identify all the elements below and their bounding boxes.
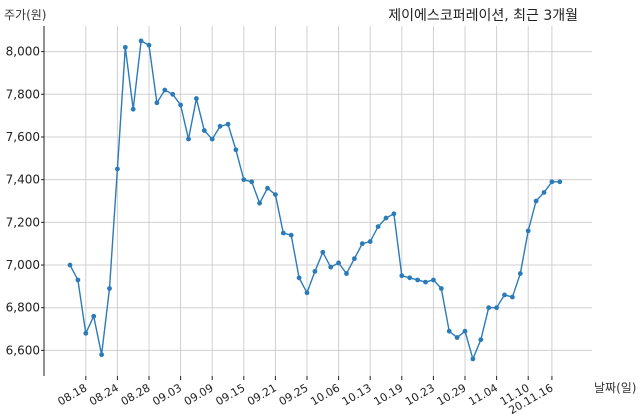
- data-point: [415, 277, 420, 283]
- data-point: [217, 123, 223, 129]
- y-tick-label: 8,000: [6, 45, 40, 59]
- data-point: [525, 228, 531, 234]
- data-point: [510, 294, 515, 300]
- data-point: [296, 275, 302, 281]
- data-point: [233, 147, 239, 153]
- x-tick-label: 09.21: [245, 381, 279, 408]
- data-point: [454, 335, 460, 340]
- chart-title: 제이에스코퍼레이션, 최근 3개월: [388, 8, 578, 24]
- x-tick-label: 09.25: [277, 381, 311, 408]
- data-point: [502, 292, 507, 298]
- data-point: [462, 328, 468, 334]
- data-point: [312, 269, 318, 274]
- data-point: [75, 277, 81, 283]
- x-tick-label: 10.06: [308, 381, 342, 408]
- data-point: [209, 136, 215, 142]
- data-point: [336, 260, 341, 266]
- data-point: [115, 166, 120, 172]
- data-point: [146, 42, 152, 48]
- x-tick-label: 10.13: [340, 381, 374, 408]
- data-point: [138, 38, 144, 44]
- data-point: [257, 200, 262, 206]
- data-point: [265, 185, 270, 191]
- data-point: [533, 198, 539, 204]
- y-axis-label: 주가(원): [4, 8, 46, 22]
- data-point: [557, 179, 563, 185]
- data-point: [304, 290, 310, 296]
- x-tick-label: 09.09: [182, 381, 216, 408]
- y-tick-label: 7,400: [6, 173, 40, 187]
- x-tick-label: 09.03: [150, 381, 184, 408]
- data-point: [249, 179, 255, 185]
- data-point: [399, 273, 405, 279]
- x-tick-label: 09.15: [214, 381, 248, 408]
- data-point: [288, 232, 294, 238]
- data-point: [328, 264, 334, 270]
- x-tick-label: 11.04: [466, 381, 500, 408]
- x-tick-label: 08.18: [56, 381, 90, 408]
- axes: [41, 26, 553, 380]
- data-point: [391, 211, 397, 217]
- data-point: [130, 106, 136, 112]
- data-point: [162, 87, 168, 93]
- data-point: [423, 279, 428, 285]
- data-point: [486, 305, 492, 311]
- grid: [44, 26, 592, 376]
- data-point: [107, 286, 112, 291]
- data-point: [446, 328, 452, 334]
- data-point: [273, 192, 278, 197]
- y-tick-label: 6,600: [6, 343, 40, 357]
- y-tick-label: 7,800: [6, 87, 40, 101]
- data-point: [170, 91, 176, 97]
- data-point: [517, 271, 523, 276]
- data-point: [344, 271, 349, 276]
- data-point: [541, 190, 547, 195]
- data-point: [359, 241, 365, 247]
- x-tick-labels: 08.1808.2408.2809.0309.0909.1509.2109.25…: [56, 381, 556, 417]
- y-tick-label: 7,600: [6, 130, 40, 144]
- series-line: [69, 39, 560, 362]
- data-point: [367, 239, 373, 244]
- data-point: [178, 102, 184, 108]
- data-point: [122, 44, 128, 50]
- series: [67, 38, 563, 362]
- data-point: [241, 177, 247, 183]
- x-axis-label: 날짜(일): [594, 381, 636, 395]
- data-point: [201, 128, 207, 133]
- data-point: [83, 330, 89, 336]
- data-point: [383, 215, 389, 221]
- data-point: [225, 121, 231, 127]
- data-point: [154, 100, 160, 106]
- y-tick-label: 7,000: [6, 258, 40, 272]
- data-point: [549, 179, 555, 185]
- data-point: [99, 352, 104, 358]
- data-point: [91, 313, 97, 319]
- y-tick-label: 7,200: [6, 215, 40, 229]
- data-point: [280, 230, 286, 236]
- data-point: [407, 275, 413, 281]
- x-tick-label: 10.29: [435, 381, 469, 408]
- data-point: [470, 356, 476, 362]
- data-point: [438, 286, 444, 291]
- x-tick-label: 10.23: [403, 381, 437, 408]
- data-point: [186, 136, 191, 142]
- data-point: [194, 96, 199, 101]
- data-point: [494, 305, 499, 311]
- data-point: [320, 249, 326, 255]
- data-point: [352, 256, 357, 262]
- y-tick-label: 6,800: [6, 301, 40, 315]
- data-point: [375, 224, 381, 230]
- data-point: [478, 337, 484, 343]
- x-tick-label: 08.28: [119, 381, 153, 408]
- data-point: [67, 262, 73, 268]
- y-tick-labels: 6,600 6,800 7,000 7,200 7,400 7,600 7,800 8,000: [6, 45, 40, 358]
- data-point: [431, 277, 436, 283]
- x-tick-label: 08.24: [87, 381, 121, 408]
- x-tick-label: 10.19: [372, 381, 406, 408]
